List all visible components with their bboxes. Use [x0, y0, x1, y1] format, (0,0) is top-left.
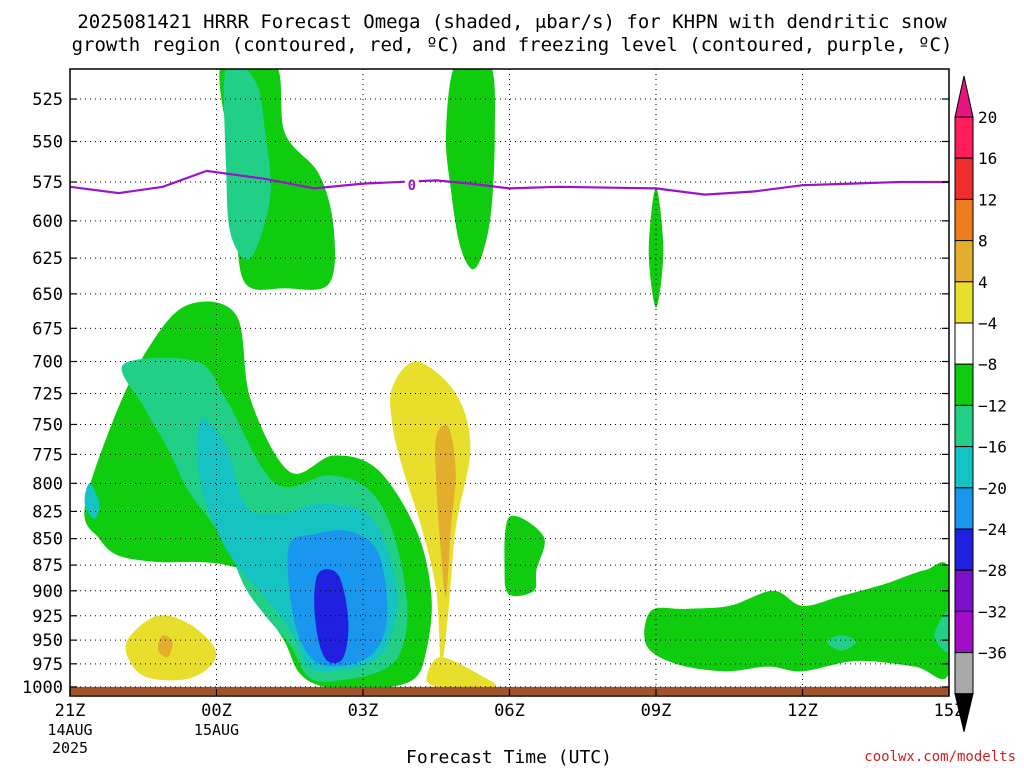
y-tick-label-950: 950 — [32, 631, 63, 651]
colorbar-bottom-arrow — [954, 693, 974, 732]
colorbar-label-4: 4 — [978, 273, 988, 292]
x-axis-label: Forecast Time (UTC) — [406, 747, 612, 768]
colorbar-swatch-12 — [954, 610, 974, 654]
freezing-level-label: 0 — [408, 178, 416, 194]
y-tick-label-975: 975 — [32, 655, 63, 675]
colorbar-swatch-8 — [954, 446, 974, 489]
omega-region-10 — [84, 483, 100, 520]
omega-region-9 — [934, 610, 949, 653]
colorbar-label-7: −12 — [978, 396, 1007, 415]
y-tick-label-600: 600 — [32, 212, 63, 232]
y-tick-label-525: 525 — [32, 90, 63, 110]
chart-title-line2: growth region (contoured, red, ºC) and f… — [72, 34, 953, 56]
colorbar-swatch-10 — [954, 528, 974, 571]
colorbar-swatch-7 — [954, 404, 974, 448]
colorbar-label-12: −32 — [978, 602, 1007, 621]
freezing-level-label-bg — [404, 176, 419, 194]
omega-shading — [70, 69, 949, 696]
x-tick-year-21Z: 2025 — [52, 739, 88, 757]
colorbar-swatch-9 — [954, 487, 974, 530]
y-tick-label-825: 825 — [32, 502, 63, 522]
omega-region-8 — [826, 635, 857, 651]
colorbar-swatch-1 — [954, 157, 974, 200]
y-axis: 525 550 575 600 625 650 675 700 725 750 775 800 825 8… — [22, 90, 949, 698]
omega-region-16 — [426, 657, 497, 688]
colorbar-swatch-5 — [954, 322, 974, 365]
x-tick-label-15Z: 15Z — [934, 701, 965, 721]
omega-region-5 — [644, 562, 949, 680]
y-tick-label-550: 550 — [32, 132, 63, 152]
colorbar-swatch-6 — [954, 363, 974, 406]
y-tick-label-800: 800 — [32, 474, 63, 494]
omega-region-18 — [157, 635, 173, 658]
freezing-level-line — [69, 169, 949, 196]
colorbar-label-9: −20 — [978, 479, 1007, 498]
omega-region-6 — [223, 69, 271, 260]
colorbar-label-13: −36 — [978, 644, 1007, 663]
y-tick-label-675: 675 — [32, 319, 63, 339]
y-tick-label-925: 925 — [32, 607, 63, 627]
colorbar-label-10: −24 — [978, 520, 1007, 539]
colorbar: 20 16 12 8 4 −4 −8 −12 −16 −20 −24 −28 −32 −36 — [954, 75, 1007, 732]
y-tick-label-775: 775 — [32, 445, 63, 465]
omega-region-2 — [445, 69, 495, 270]
colorbar-label-0: 20 — [978, 108, 997, 127]
y-tick-label-700: 700 — [32, 353, 63, 373]
x-tick-label-06Z: 06Z — [494, 701, 525, 721]
colorbar-swatch-13 — [954, 652, 974, 695]
chart-title-line1: 2025081421 HRRR Forecast Omega (shaded, … — [77, 11, 947, 33]
colorbar-label-6: −8 — [978, 355, 997, 374]
omega-region-17 — [435, 424, 456, 597]
colorbar-top-arrow — [954, 75, 974, 118]
colorbar-label-1: 16 — [978, 149, 997, 168]
colorbar-label-8: −16 — [978, 438, 1007, 457]
x-tick-label-03Z: 03Z — [348, 701, 379, 721]
colorbar-swatch-3 — [954, 240, 974, 283]
x-tick-label-09Z: 09Z — [641, 701, 672, 721]
y-tick-label-725: 725 — [32, 385, 63, 405]
y-tick-label-875: 875 — [32, 556, 63, 576]
y-tick-label-750: 750 — [32, 415, 63, 435]
colorbar-label-2: 12 — [978, 190, 997, 209]
omega-region-13 — [314, 569, 349, 664]
credit-label: coolwx.com/modelts — [864, 749, 1016, 765]
colorbar-swatch-0 — [954, 116, 974, 159]
x-tick-date-00Z: 15AUG — [194, 721, 239, 739]
y-tick-label-1000: 1000 — [22, 678, 63, 698]
colorbar-label-11: −28 — [978, 561, 1007, 580]
colorbar-label-3: 8 — [978, 232, 988, 251]
omega-region-3 — [648, 186, 664, 308]
colorbar-swatch-4 — [954, 281, 974, 324]
freezing-level-layer: 0 — [69, 169, 949, 196]
x-tick-label-00Z: 00Z — [201, 701, 232, 721]
omega-region-4 — [504, 515, 545, 597]
y-tick-label-900: 900 — [32, 582, 63, 602]
x-tick-label-12Z: 12Z — [787, 701, 818, 721]
x-tick-date-21Z: 14AUG — [47, 721, 92, 739]
colorbar-swatch-11 — [954, 569, 974, 612]
x-tick-label-21Z: 21Z — [55, 701, 86, 721]
y-tick-label-850: 850 — [32, 530, 63, 550]
y-tick-label-650: 650 — [32, 285, 63, 305]
y-tick-label-575: 575 — [32, 173, 63, 193]
colorbar-swatch-2 — [954, 198, 974, 242]
colorbar-label-5: −4 — [978, 314, 997, 333]
y-tick-label-625: 625 — [32, 249, 63, 269]
